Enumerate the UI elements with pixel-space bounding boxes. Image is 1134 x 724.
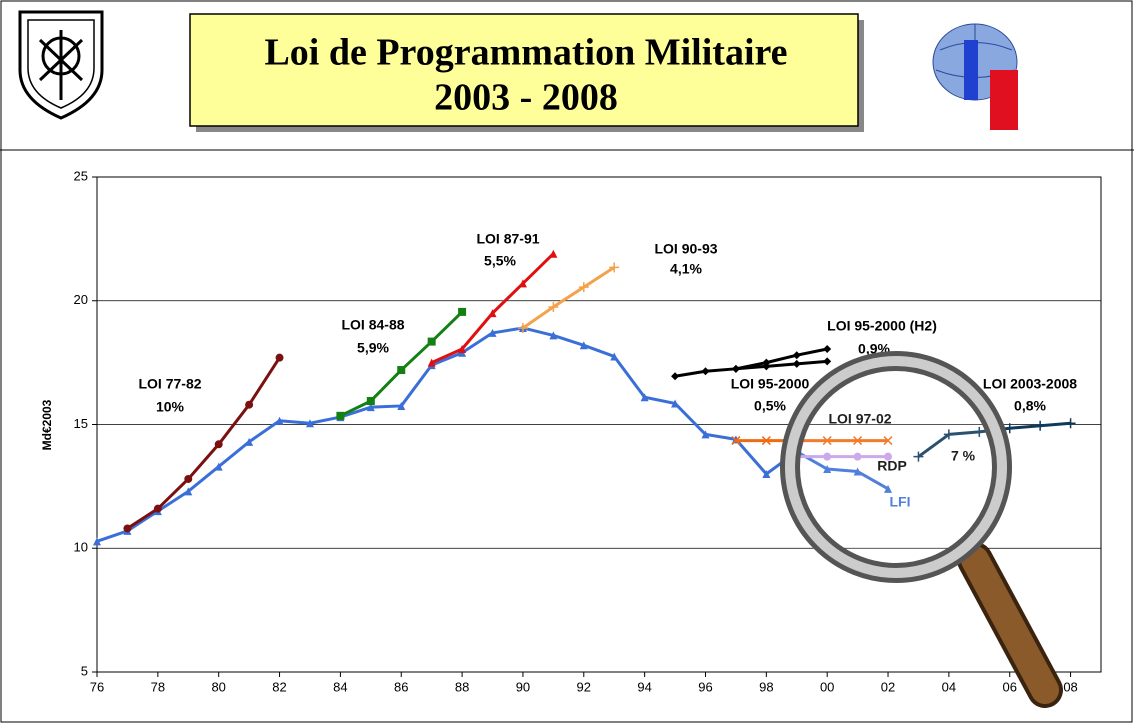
x-tick-label: 90 (516, 679, 530, 694)
annotation: 0,5% (754, 398, 786, 414)
x-tick-label: 80 (211, 679, 225, 694)
subtitle: 2003 - 2008 (434, 77, 618, 119)
y-tick-label: 25 (74, 168, 88, 183)
chart: Loi de Programmation Militaire 2003 - 20… (0, 0, 1134, 724)
series-label: LOI 87-91 (476, 231, 539, 247)
series-label: LFI (890, 494, 911, 510)
ema-logo (20, 12, 102, 118)
y-axis-label: Md€2003 (40, 399, 54, 450)
x-tick-label: 02 (881, 679, 895, 694)
point (276, 354, 284, 362)
point (154, 505, 162, 513)
point (336, 412, 344, 420)
x-tick-label: 82 (272, 679, 286, 694)
series-label: LOI 97-02 (828, 411, 891, 427)
point (397, 366, 405, 374)
series-label: LOI 90-93 (654, 241, 717, 257)
annotation: 5,5% (484, 253, 516, 269)
title: Loi de Programmation Militaire (264, 32, 787, 74)
x-tick-label: 94 (637, 679, 651, 694)
y-tick-label: 20 (74, 292, 88, 307)
point (245, 401, 253, 409)
point (184, 475, 192, 483)
point (823, 453, 831, 461)
point (854, 453, 862, 461)
x-tick-label: 06 (1002, 679, 1016, 694)
x-tick-label: 86 (394, 679, 408, 694)
slide: Loi de Programmation Militaire 2003 - 20… (0, 0, 1134, 724)
point (367, 397, 375, 405)
annotation: 0,8% (1014, 398, 1046, 414)
y-tick-label: 10 (74, 540, 88, 555)
series-label: LOI 77-82 (138, 376, 201, 392)
x-tick-label: 78 (151, 679, 165, 694)
point (215, 440, 223, 448)
x-tick-label: 08 (1063, 679, 1077, 694)
x-tick-label: 88 (455, 679, 469, 694)
y-tick-label: 15 (74, 416, 88, 431)
point (458, 308, 466, 316)
x-tick-label: 00 (820, 679, 834, 694)
annotation: 5,9% (357, 340, 389, 356)
x-tick-label: 76 (90, 679, 104, 694)
x-tick-label: 98 (759, 679, 773, 694)
right-logo (933, 24, 1018, 130)
point (793, 453, 801, 461)
annotation: 0,9% (858, 341, 890, 357)
series-label: LOI 2003-2008 (983, 376, 1077, 392)
series-label: RDP (877, 458, 907, 474)
y-tick-label: 5 (81, 663, 88, 678)
x-tick-label: 96 (698, 679, 712, 694)
point (123, 524, 131, 532)
annotation: 10% (156, 399, 185, 415)
annotation: 7 % (951, 448, 976, 464)
annotation: 4,1% (670, 261, 702, 277)
series-label: LOI 84-88 (341, 317, 404, 333)
x-tick-label: 04 (942, 679, 956, 694)
point (428, 338, 436, 346)
x-tick-label: 84 (333, 679, 347, 694)
x-tick-label: 92 (577, 679, 591, 694)
series-label: LOI 95-2000 (731, 376, 810, 392)
series-label: LOI 95-2000 (H2) (827, 318, 937, 334)
